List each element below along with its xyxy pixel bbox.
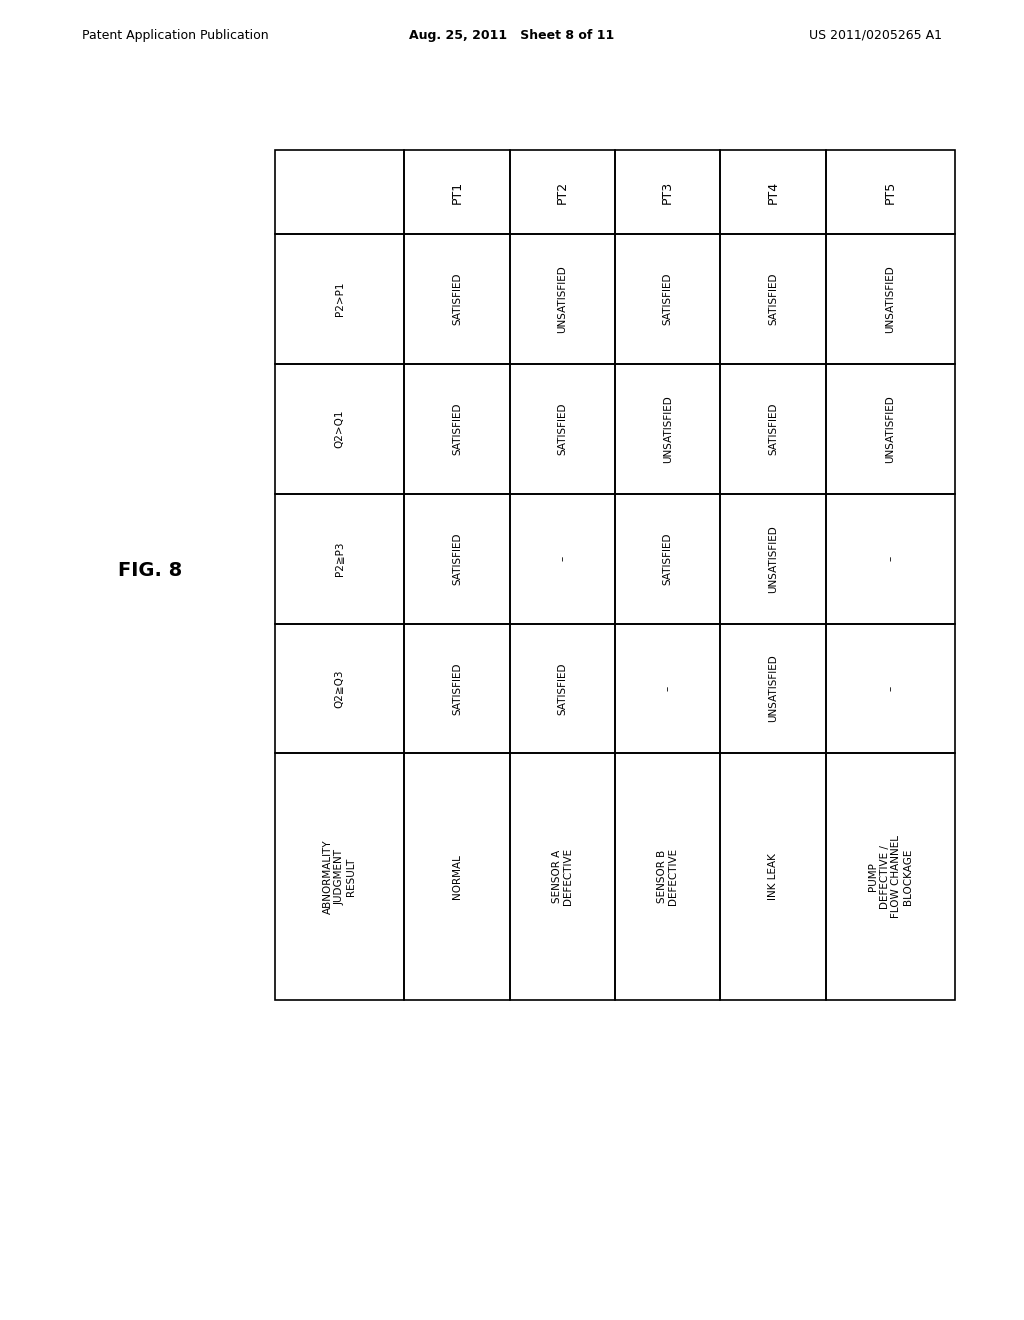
Text: FIG. 8: FIG. 8 <box>118 561 182 579</box>
Text: SATISFIED: SATISFIED <box>663 273 673 326</box>
Text: INK LEAK: INK LEAK <box>768 853 778 900</box>
Text: SATISFIED: SATISFIED <box>557 403 567 455</box>
Text: UNSATISFIED: UNSATISFIED <box>886 395 895 463</box>
Text: PT2: PT2 <box>556 181 568 203</box>
Text: US 2011/0205265 A1: US 2011/0205265 A1 <box>809 29 942 41</box>
Text: SATISFIED: SATISFIED <box>452 532 462 585</box>
Text: –: – <box>663 686 673 692</box>
Text: SATISFIED: SATISFIED <box>768 403 778 455</box>
Text: PT4: PT4 <box>767 181 779 203</box>
Text: UNSATISFIED: UNSATISFIED <box>768 655 778 722</box>
Text: UNSATISFIED: UNSATISFIED <box>768 525 778 593</box>
Text: UNSATISFIED: UNSATISFIED <box>663 395 673 463</box>
Text: SATISFIED: SATISFIED <box>452 273 462 326</box>
Text: –: – <box>557 556 567 561</box>
Text: P2≧P3: P2≧P3 <box>335 541 345 576</box>
Text: SATISFIED: SATISFIED <box>663 532 673 585</box>
Text: SENSOR A
DEFECTIVE: SENSOR A DEFECTIVE <box>552 849 573 906</box>
Text: UNSATISFIED: UNSATISFIED <box>886 265 895 333</box>
Text: UNSATISFIED: UNSATISFIED <box>557 265 567 333</box>
Text: Q2≧Q3: Q2≧Q3 <box>335 669 345 708</box>
Text: Patent Application Publication: Patent Application Publication <box>82 29 268 41</box>
Text: NORMAL: NORMAL <box>452 854 462 899</box>
Text: Aug. 25, 2011   Sheet 8 of 11: Aug. 25, 2011 Sheet 8 of 11 <box>410 29 614 41</box>
Text: –: – <box>886 556 895 561</box>
Text: SATISFIED: SATISFIED <box>452 403 462 455</box>
Text: PUMP
DEFECTIVE /
FLOW CHANNEL
BLOCKAGE: PUMP DEFECTIVE / FLOW CHANNEL BLOCKAGE <box>868 836 912 919</box>
Text: PT5: PT5 <box>884 181 897 203</box>
Text: PT1: PT1 <box>451 181 464 203</box>
Text: PT3: PT3 <box>662 181 674 203</box>
Text: SATISFIED: SATISFIED <box>768 273 778 326</box>
Text: Q2>Q1: Q2>Q1 <box>335 409 345 449</box>
Text: SATISFIED: SATISFIED <box>557 663 567 715</box>
Text: P2>P1: P2>P1 <box>335 282 345 317</box>
Text: –: – <box>886 686 895 692</box>
Text: ABNORMALITY
JUDGMENT
RESULT: ABNORMALITY JUDGMENT RESULT <box>323 840 356 913</box>
Text: SENSOR B
DEFECTIVE: SENSOR B DEFECTIVE <box>656 849 679 906</box>
Text: SATISFIED: SATISFIED <box>452 663 462 715</box>
